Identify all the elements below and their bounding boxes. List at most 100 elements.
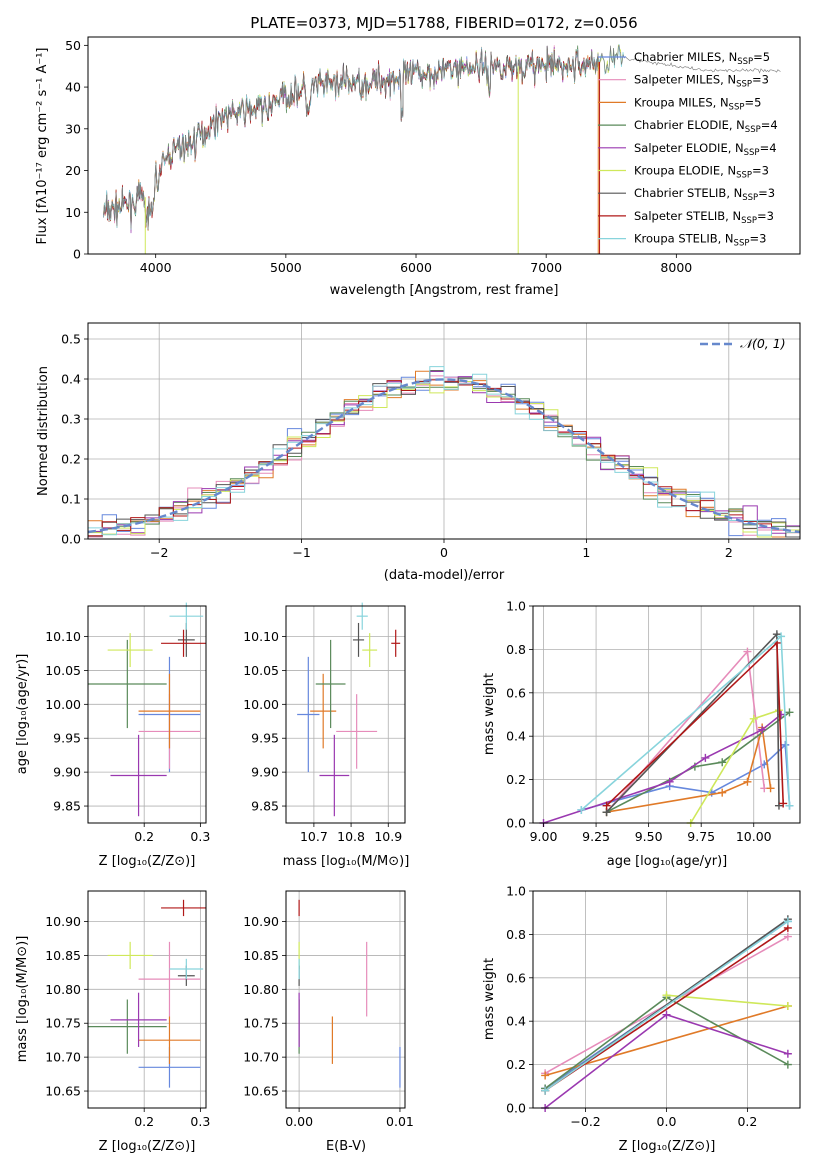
spectrum-xlabel: wavelength [Angstrom, rest frame] bbox=[330, 283, 559, 298]
errorbar-point bbox=[336, 694, 378, 769]
mass-vs-extinction-xlabel: E(B-V) bbox=[326, 1139, 366, 1154]
residuals-ylabel: Normed distribution bbox=[36, 366, 51, 496]
y-tick-label: 0.0 bbox=[506, 816, 526, 831]
errorbar-point bbox=[391, 629, 401, 657]
legend-label: Salpeter STELIB, NSSP=3 bbox=[634, 209, 774, 226]
legend-label-subscript: SSP bbox=[745, 125, 761, 135]
errorbar-point bbox=[110, 734, 167, 817]
y-tick-label: 10.80 bbox=[243, 982, 279, 997]
errorbar-point bbox=[138, 1016, 201, 1064]
age-vs-metallicity-xlabel: Z [log₁₀(Z/Z⊙)] bbox=[99, 854, 196, 869]
errorbar-point bbox=[88, 999, 167, 1054]
y-tick-label: 1.0 bbox=[506, 599, 526, 614]
y-tick-label: 10.85 bbox=[45, 948, 81, 963]
errorbar-point bbox=[161, 629, 206, 657]
mass-weight-marker bbox=[777, 632, 786, 641]
y-tick-label: 9.90 bbox=[251, 765, 279, 780]
age-vs-metallicity-panel: 0.2 0.3 9.85 9.90 9.95 10.00 10.05 10.10 Z [log… bbox=[15, 602, 210, 869]
weight-vs-metallicity-panel: −0.2 0.0 0.2 0.0 0.2 0.4 0.6 0.8 1.0 Z [log₁₀(Z/… bbox=[482, 884, 801, 1154]
y-tick-label: 30 bbox=[65, 121, 81, 136]
x-tick-label: 10.00 bbox=[736, 829, 772, 844]
y-tick-label: 0.8 bbox=[506, 927, 526, 942]
y-tick-label: 10.90 bbox=[243, 914, 279, 929]
mass-vs-extinction-panel: 0.00 0.01 10.65 10.70 10.75 10.80 10.85 10.90 E… bbox=[243, 890, 414, 1154]
errorbar-point bbox=[297, 656, 320, 773]
y-tick-label: 9.95 bbox=[53, 731, 81, 746]
y-tick-label: 1.0 bbox=[506, 884, 526, 899]
legend-label-subscript: SSP bbox=[736, 171, 752, 181]
spectrum-title: PLATE=0373, MJD=51788, FIBERID=0172, z=0… bbox=[250, 14, 637, 32]
errorbar-point bbox=[88, 639, 167, 729]
y-tick-label: 10.00 bbox=[243, 697, 279, 712]
mass-weight-marker bbox=[781, 740, 790, 749]
age-vs-mass-xlabel: mass [log₁₀(M/M⊙)] bbox=[283, 854, 410, 869]
legend-label-value: =5 bbox=[744, 95, 761, 109]
mass-weight-marker bbox=[783, 1002, 792, 1011]
y-tick-label: 10.85 bbox=[243, 948, 279, 963]
y-tick-label: 10.90 bbox=[45, 914, 81, 929]
y-tick-label: 0.3 bbox=[61, 412, 81, 427]
mass-weight-marker bbox=[783, 1049, 792, 1058]
errorbar-point bbox=[310, 673, 337, 749]
mass-weight-marker bbox=[743, 647, 752, 656]
y-tick-label: 10.75 bbox=[45, 1016, 81, 1031]
mass-vs-metallicity-axes-frame bbox=[87, 890, 207, 1109]
weight-vs-age-panel: 9.00 9.25 9.50 9.75 10.000.00.20.40.60.81.0 … bbox=[482, 599, 801, 869]
y-tick-label: 10.00 bbox=[45, 697, 81, 712]
y-tick-label: 9.95 bbox=[251, 731, 279, 746]
y-tick-label: 10.75 bbox=[243, 1016, 279, 1031]
legend-label: Chabrier MILES, NSSP=5 bbox=[634, 50, 770, 67]
y-tick-label: 10.05 bbox=[243, 663, 279, 678]
weight-vs-metallicity-ylabel: mass weight bbox=[482, 958, 497, 1040]
y-tick-label: 10.65 bbox=[243, 1084, 279, 1099]
x-tick-label: 0.2 bbox=[134, 1114, 154, 1129]
mass-weight-marker bbox=[577, 805, 586, 814]
y-tick-label: 50 bbox=[65, 38, 81, 53]
mass-weight-marker bbox=[783, 1060, 792, 1069]
mass-weight-line bbox=[581, 743, 791, 811]
x-tick-label: 2 bbox=[725, 545, 733, 560]
mass-weight-marker bbox=[743, 777, 752, 786]
legend-label-subscript: SSP bbox=[742, 193, 758, 203]
mass-weight-marker bbox=[662, 991, 671, 1000]
x-tick-label: 0.2 bbox=[737, 1114, 757, 1129]
mass-vs-metallicity-xlabel: Z [log₁₀(Z/Z⊙)] bbox=[99, 1139, 196, 1154]
y-tick-label: 9.85 bbox=[53, 799, 81, 814]
x-tick-label: 9.25 bbox=[582, 829, 610, 844]
y-tick-label: 20 bbox=[65, 163, 81, 178]
x-tick-label: 5000 bbox=[270, 260, 302, 275]
mass-weight-marker bbox=[774, 801, 783, 810]
y-tick-label: 0.0 bbox=[61, 532, 81, 547]
y-tick-label: 0.8 bbox=[506, 642, 526, 657]
age-vs-mass-axes-frame bbox=[285, 605, 406, 824]
mass-weight-line bbox=[544, 927, 789, 1092]
y-tick-label: 0.0 bbox=[506, 1101, 526, 1116]
mass-weight-marker bbox=[701, 753, 710, 762]
errorbar-point bbox=[138, 673, 201, 749]
spectrum-axes-frame bbox=[87, 36, 801, 255]
normal-reference-curve bbox=[87, 378, 801, 534]
age-vs-metallicity-axes-frame bbox=[87, 605, 207, 824]
mass-weight-line bbox=[606, 711, 790, 813]
errorbar-point bbox=[169, 602, 204, 630]
legend-label-subscript: SSP bbox=[741, 216, 757, 226]
legend-label-value: =3 bbox=[758, 186, 775, 200]
x-tick-label: 10.9 bbox=[374, 829, 402, 844]
residual-histogram-kroupa-stelib bbox=[88, 366, 800, 536]
mass-weight-marker bbox=[785, 708, 794, 717]
x-tick-label: 4000 bbox=[140, 260, 172, 275]
x-tick-label: 0.01 bbox=[386, 1114, 414, 1129]
y-tick-label: 0.4 bbox=[61, 372, 81, 387]
legend-label: Kroupa STELIB, NSSP=3 bbox=[634, 232, 766, 249]
mass-weight-marker bbox=[662, 1010, 671, 1019]
x-tick-label: 9.75 bbox=[687, 829, 715, 844]
errorbar-point bbox=[315, 639, 346, 729]
errorbar-point bbox=[319, 734, 350, 817]
y-tick-label: 0.2 bbox=[506, 772, 526, 787]
legend-label-value: =3 bbox=[757, 209, 774, 223]
legend-label-subscript: SSP bbox=[736, 80, 752, 90]
legend-label: Kroupa MILES, NSSP=5 bbox=[634, 95, 761, 112]
legend-label-value: =4 bbox=[761, 118, 778, 132]
y-tick-label: 10 bbox=[65, 205, 81, 220]
mass-weight-line bbox=[666, 994, 788, 1007]
